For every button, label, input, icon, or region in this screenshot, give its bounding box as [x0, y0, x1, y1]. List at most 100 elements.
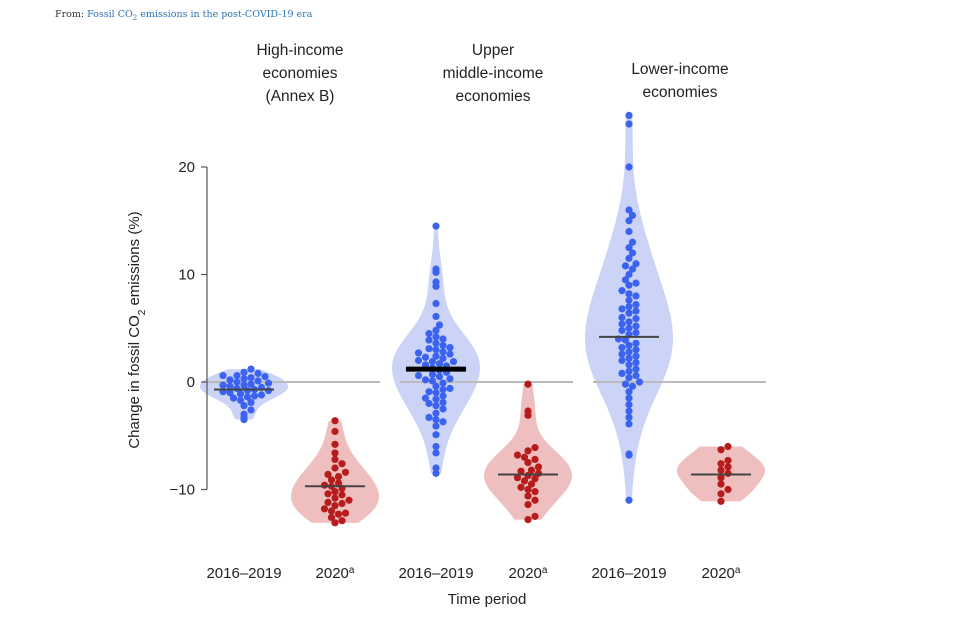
data-point: [625, 450, 633, 458]
data-point: [446, 384, 454, 393]
data-point: [632, 359, 640, 367]
data-point: [226, 376, 234, 384]
data-point: [331, 502, 339, 510]
data-point: [432, 389, 440, 397]
data-point: [531, 512, 539, 520]
data-point: [524, 500, 532, 509]
data-point: [628, 249, 637, 257]
data-point: [517, 483, 525, 491]
data-point: [240, 410, 248, 418]
data-point: [338, 499, 346, 508]
source-article-link[interactable]: Fossil CO2 emissions in the post-COVID-1…: [87, 9, 312, 22]
data-point: [625, 303, 633, 311]
data-point: [432, 416, 440, 424]
data-point: [625, 496, 633, 504]
data-point: [439, 398, 447, 407]
data-point: [513, 451, 522, 459]
data-point: [338, 491, 346, 499]
data-point: [247, 365, 255, 373]
data-point: [264, 379, 273, 387]
data-point: [524, 492, 532, 500]
data-point: [534, 469, 543, 477]
data-point: [621, 262, 630, 270]
data-point: [625, 324, 633, 332]
data-point: [236, 396, 245, 404]
data-point: [331, 449, 339, 457]
data-point: [345, 496, 353, 504]
data-point: [334, 510, 343, 518]
data-point: [632, 371, 640, 380]
data-point: [425, 336, 433, 344]
data-point: [520, 477, 529, 485]
data-point: [247, 398, 255, 407]
data-point: [320, 505, 329, 513]
data-point: [432, 222, 440, 230]
data-point: [425, 345, 433, 353]
x-tick-label: 2016–2019: [398, 565, 473, 582]
data-point: [724, 442, 732, 451]
data-point: [428, 357, 437, 366]
data-point: [625, 348, 633, 356]
data-point: [625, 318, 633, 326]
source-title-pre: Fossil CO: [87, 9, 133, 20]
data-point: [254, 377, 262, 385]
x-tick-label: 2016–2019: [206, 565, 281, 582]
data-point: [621, 380, 630, 388]
data-point: [338, 460, 346, 468]
data-point: [632, 260, 640, 268]
data-point: [432, 464, 440, 472]
group-title-line: economies: [263, 65, 338, 82]
data-point: [625, 290, 633, 298]
data-point: [625, 309, 633, 317]
data-point: [432, 431, 440, 439]
y-axis-label-sub: 2: [137, 309, 148, 315]
data-point: [240, 381, 248, 389]
data-point: [233, 371, 241, 380]
data-point: [632, 346, 640, 354]
data-point: [625, 244, 633, 252]
data-point: [432, 265, 440, 273]
data-point: [432, 382, 440, 390]
x-tick-label: 2020a: [316, 565, 355, 583]
data-point: [446, 350, 454, 358]
data-point: [632, 314, 640, 323]
data-point: [432, 299, 440, 308]
data-point: [236, 390, 245, 398]
data-point: [531, 443, 539, 452]
violin-2020: [291, 420, 379, 523]
data-point: [338, 517, 346, 525]
data-point: [264, 387, 273, 395]
data-point: [432, 469, 440, 477]
y-axis-label-pre: Change in fossil CO: [126, 315, 143, 448]
data-point: [724, 485, 732, 494]
data-point: [524, 459, 532, 467]
y-axis: −10 0 10 20: [170, 159, 208, 499]
data-point: [428, 370, 437, 379]
data-point: [425, 399, 433, 408]
data-point: [618, 344, 626, 352]
data-point: [432, 278, 440, 286]
data-point: [425, 388, 433, 396]
data-point: [632, 322, 640, 330]
data-point: [425, 413, 433, 422]
data-point: [618, 356, 626, 365]
data-point: [717, 474, 725, 482]
data-point: [439, 348, 447, 356]
data-point: [618, 305, 626, 313]
data-point: [250, 392, 259, 400]
data-point: [226, 389, 234, 397]
data-point: [717, 480, 725, 488]
data-point: [331, 519, 339, 527]
data-point: [331, 427, 339, 436]
data-point: [625, 341, 633, 350]
data-point: [618, 369, 626, 377]
data-point: [446, 344, 454, 352]
data-point: [632, 279, 640, 287]
data-point: [724, 463, 732, 471]
data-point: [435, 373, 444, 381]
data-point: [432, 409, 440, 417]
data-point: [432, 346, 440, 354]
data-point: [243, 393, 252, 401]
data-point: [625, 206, 633, 214]
data-point: [331, 417, 339, 425]
